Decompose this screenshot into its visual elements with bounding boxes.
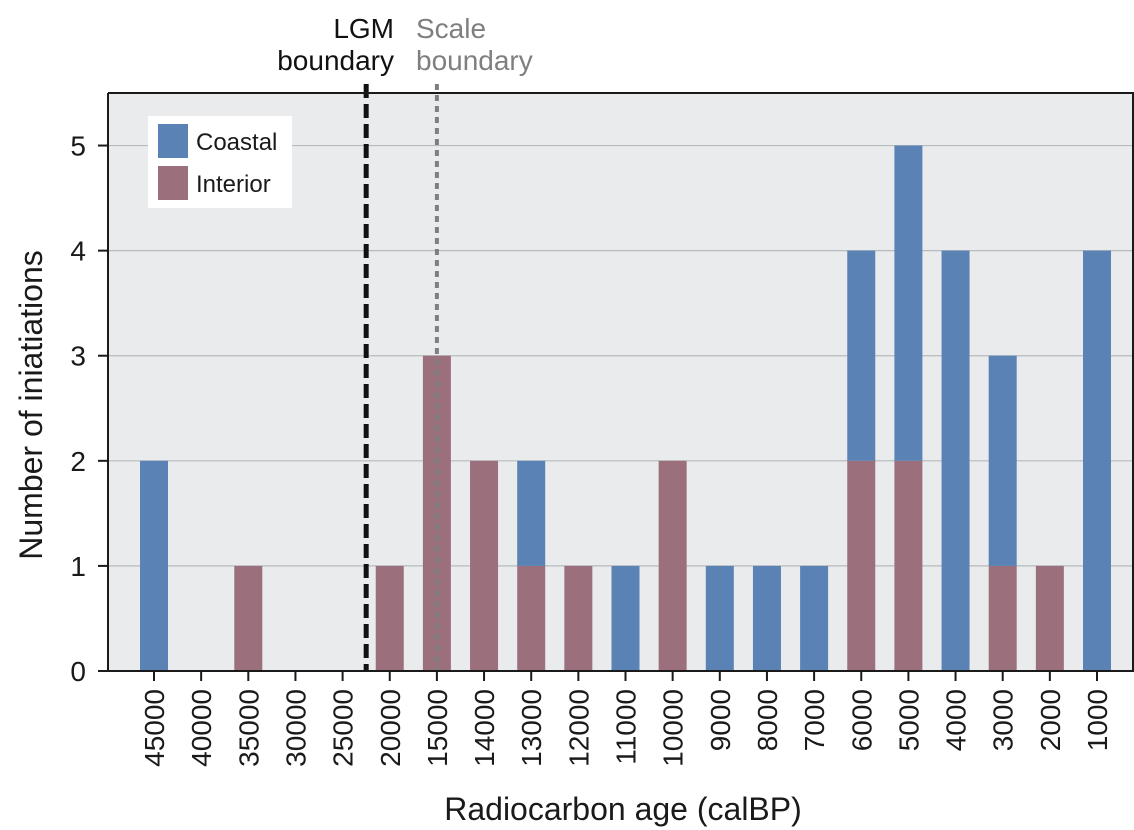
x-tick-label-25000: 25000 xyxy=(328,689,359,767)
x-tick-label-12000: 12000 xyxy=(563,689,594,767)
bar-coastal-6000 xyxy=(847,250,876,461)
x-tick-label-15000: 15000 xyxy=(422,689,453,767)
x-tick-label-13000: 13000 xyxy=(516,689,547,767)
x-tick-label-2000: 2000 xyxy=(1035,689,1066,751)
x-tick-label-6000: 6000 xyxy=(846,689,877,751)
legend-label-interior: Interior xyxy=(196,171,271,198)
y-tick-label-0: 0 xyxy=(70,656,86,687)
bar-coastal-5000 xyxy=(894,145,923,461)
scale-annotation: Scale boundary xyxy=(416,13,533,76)
bar-coastal-11000 xyxy=(611,565,640,671)
x-tick-label-11000: 11000 xyxy=(611,689,642,765)
bar-interior-20000 xyxy=(375,565,404,671)
scale-label-line2: boundary xyxy=(416,45,533,76)
bar-coastal-45000 xyxy=(140,460,168,671)
bar-coastal-9000 xyxy=(705,565,734,671)
x-axis-title: Radiocarbon age (calBP) xyxy=(444,791,802,827)
x-tick-label-40000: 40000 xyxy=(186,689,217,767)
bar-interior-6000 xyxy=(847,460,876,671)
bar-interior-13000 xyxy=(517,565,546,671)
x-tick-label-7000: 7000 xyxy=(799,689,830,751)
y-tick-label-1: 1 xyxy=(70,551,86,582)
legend: Coastal Interior xyxy=(148,116,292,208)
bar-coastal-7000 xyxy=(800,565,829,671)
bar-coastal-13000 xyxy=(517,460,546,566)
bar-interior-2000 xyxy=(1035,565,1064,671)
x-tick-label-10000: 10000 xyxy=(658,689,689,767)
x-tick-label-1000: 1000 xyxy=(1082,689,1113,751)
x-axis-ticks: 45000 40000 35000 30000 25000 20000 15000 14000… xyxy=(139,671,1113,767)
x-tick-label-45000: 45000 xyxy=(139,689,170,767)
lgm-label-line2: boundary xyxy=(277,45,394,76)
bar-interior-14000 xyxy=(470,460,499,671)
bar-coastal-8000 xyxy=(752,565,781,671)
x-tick-label-35000: 35000 xyxy=(233,689,264,767)
y-tick-label-4: 4 xyxy=(70,236,86,267)
boundary-lines xyxy=(363,84,439,671)
bar-interior-5000 xyxy=(894,460,923,671)
lgm-label-line1: LGM xyxy=(333,13,394,44)
x-tick-label-20000: 20000 xyxy=(375,689,406,767)
y-axis-title: Number of iniatiations xyxy=(13,250,49,559)
x-tick-label-9000: 9000 xyxy=(705,689,736,751)
bar-interior-10000 xyxy=(658,460,687,671)
x-tick-label-30000: 30000 xyxy=(280,689,311,767)
y-tick-label-3: 3 xyxy=(70,341,86,372)
bars xyxy=(140,145,1111,672)
x-tick-label-4000: 4000 xyxy=(941,689,972,751)
bar-interior-35000 xyxy=(234,565,263,671)
bar-coastal-4000 xyxy=(941,250,970,672)
legend-swatch-interior xyxy=(158,166,188,200)
bar-interior-12000 xyxy=(564,565,593,671)
bar-interior-3000 xyxy=(988,565,1017,671)
x-tick-label-3000: 3000 xyxy=(988,689,1019,751)
x-tick-label-8000: 8000 xyxy=(752,689,783,751)
bar-coastal-3000 xyxy=(988,355,1017,566)
y-axis-ticks: 0 1 2 3 4 5 xyxy=(70,131,108,687)
legend-swatch-coastal xyxy=(158,124,188,158)
y-tick-label-5: 5 xyxy=(70,131,86,162)
y-tick-label-2: 2 xyxy=(70,446,86,477)
x-tick-label-5000: 5000 xyxy=(893,689,924,751)
bar-coastal-1000 xyxy=(1083,250,1111,672)
lgm-annotation: LGM boundary xyxy=(277,13,394,76)
legend-label-coastal: Coastal xyxy=(196,129,277,156)
x-tick-label-14000: 14000 xyxy=(469,689,500,767)
scale-label-line1: Scale xyxy=(416,13,486,44)
